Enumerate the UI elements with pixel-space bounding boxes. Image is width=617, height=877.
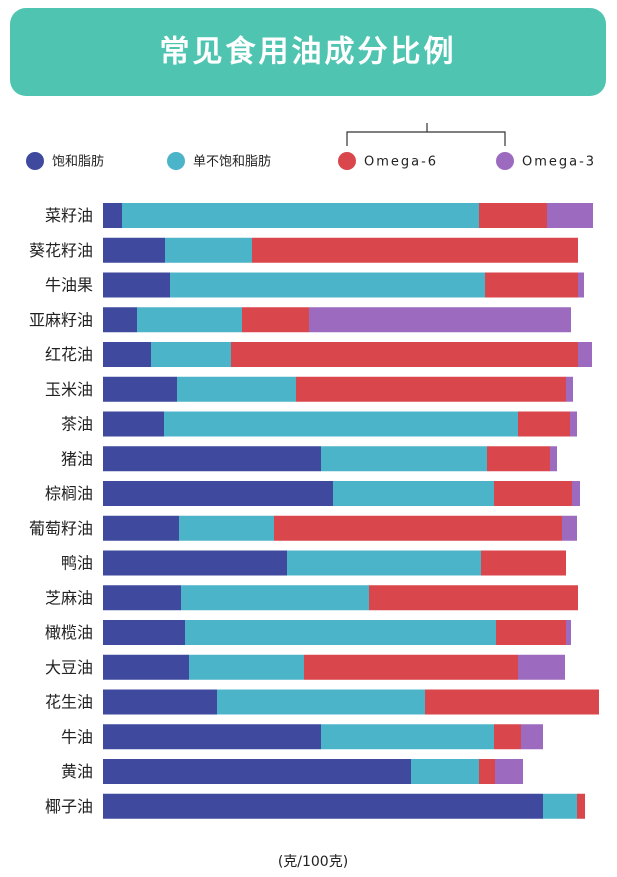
- bar-segment: [181, 585, 369, 611]
- bar-segment: [103, 237, 165, 263]
- bar-segment: [103, 585, 181, 611]
- bar-segment: [562, 515, 577, 541]
- bar-segment: [103, 620, 185, 645]
- bar-segment: [252, 237, 578, 263]
- bar-segment: [578, 342, 592, 367]
- bar-segment: [570, 411, 577, 437]
- bar-segment: [164, 411, 518, 437]
- bar-segment: [309, 307, 571, 333]
- bar-segment: [481, 550, 566, 576]
- bar-segment: [479, 759, 495, 784]
- bar-segment: [185, 620, 496, 645]
- y-tick-label: 玉米油: [45, 380, 93, 399]
- y-tick-label: 棕榈油: [45, 484, 93, 503]
- bar-segment: [103, 307, 137, 333]
- bar-segment: [179, 515, 274, 541]
- y-tick-label: 大豆油: [45, 658, 93, 677]
- bar-segment: [496, 620, 566, 645]
- bar-segment: [550, 446, 557, 472]
- bar-segment: [479, 203, 547, 228]
- legend-marker: [496, 152, 514, 170]
- legend-label: Omega-3: [522, 155, 596, 170]
- bar-segment: [103, 724, 321, 750]
- bar-segment: [518, 654, 565, 680]
- bar-segment: [103, 654, 189, 680]
- y-tick-label: 椰子油: [45, 797, 93, 816]
- bar-segment: [151, 342, 231, 367]
- legend-label: Omega-6: [364, 155, 438, 170]
- bar-segment: [122, 203, 479, 228]
- legend-label: 饱和脂肪: [52, 154, 104, 170]
- bar-segment: [103, 689, 217, 715]
- bar-segment: [411, 759, 479, 784]
- y-tick-label: 菜籽油: [45, 206, 93, 225]
- omega-bracket: [346, 123, 506, 146]
- y-tick-label: 葡萄籽油: [29, 519, 93, 538]
- bar-segment: [274, 515, 562, 541]
- y-tick-label: 牛油果: [45, 276, 93, 295]
- title-banner: [10, 8, 606, 96]
- bar-segment: [177, 376, 296, 402]
- legend-marker: [167, 152, 185, 170]
- x-axis-label: (克/100克): [278, 854, 348, 870]
- y-tick-label: 猪油: [61, 449, 93, 468]
- bar-segment: [242, 307, 309, 333]
- bar-segment: [518, 411, 570, 437]
- bar-segment: [304, 654, 518, 680]
- bar-segment: [321, 446, 487, 472]
- bar-segment: [487, 446, 550, 472]
- legend-marker: [26, 152, 44, 170]
- bar-segment: [578, 272, 584, 298]
- chart-title: 常见食用油成分比例: [160, 35, 457, 70]
- bar-segment: [566, 620, 571, 645]
- bar-segment: [572, 481, 580, 506]
- bar-segment: [333, 481, 494, 506]
- bar-segment: [103, 793, 543, 819]
- bar-segment: [287, 550, 481, 576]
- legend-marker: [338, 152, 356, 170]
- bar-segment: [103, 759, 411, 784]
- bar-segment: [103, 272, 170, 298]
- bar-segment: [494, 481, 572, 506]
- y-tick-label: 黄油: [61, 762, 93, 781]
- y-tick-label: 芝麻油: [45, 588, 93, 607]
- bar-segment: [577, 793, 585, 819]
- bar-segment: [321, 724, 494, 750]
- y-tick-label: 葵花籽油: [29, 241, 93, 260]
- bar-segment: [296, 376, 566, 402]
- bar-segment: [103, 446, 321, 472]
- y-tick-label: 牛油: [61, 727, 93, 746]
- bar-segment: [170, 272, 485, 298]
- y-tick-label: 亚麻籽油: [29, 310, 93, 329]
- bar-segment: [103, 342, 151, 367]
- y-tick-label: 茶油: [61, 415, 93, 434]
- bar-segment: [165, 237, 252, 263]
- bar-segment: [137, 307, 242, 333]
- bar-segment: [543, 793, 577, 819]
- bar-segment: [369, 585, 578, 611]
- bar-segment: [485, 272, 578, 298]
- bar-segment: [103, 203, 122, 228]
- bar-segment: [566, 376, 573, 402]
- bar-segment: [103, 550, 287, 576]
- y-tick-label: 鸭油: [61, 554, 93, 573]
- bar-segment: [103, 515, 179, 541]
- bar-segment: [103, 376, 177, 402]
- bar-segment: [231, 342, 578, 367]
- y-tick-label: 红花油: [45, 345, 93, 364]
- bar-segment: [495, 759, 523, 784]
- y-tick-label: 花生油: [45, 693, 93, 712]
- bar-segment: [217, 689, 425, 715]
- bar-segment: [103, 411, 164, 437]
- bar-segment: [189, 654, 304, 680]
- y-tick-label: 橄榄油: [45, 623, 93, 642]
- legend-label: 单不饱和脂肪: [193, 154, 271, 170]
- bar-segment: [494, 724, 521, 750]
- bar-segment: [547, 203, 593, 228]
- bar-segment: [103, 481, 333, 506]
- bar-segment: [521, 724, 543, 750]
- bar-segment: [425, 689, 599, 715]
